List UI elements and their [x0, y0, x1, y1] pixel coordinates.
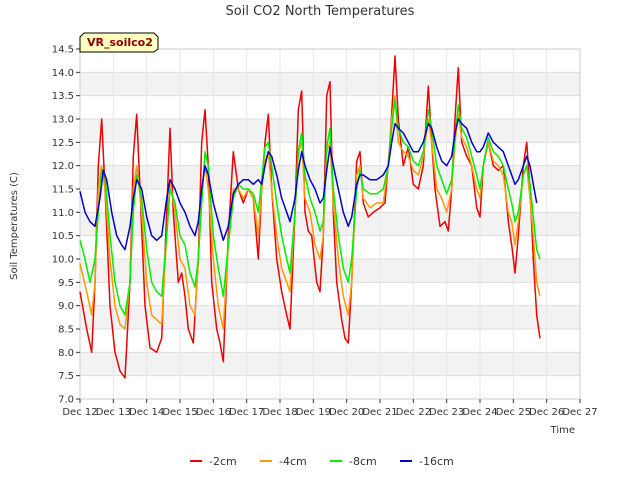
x-tick-label: Dec 21: [362, 407, 397, 418]
y-tick-label: 14.0: [52, 68, 74, 79]
plot-band: [80, 329, 580, 353]
y-tick-label: 12.5: [52, 138, 74, 149]
y-axis-label: Soil Temperatures (C): [9, 172, 20, 280]
plot-band: [80, 165, 580, 189]
x-tick-label: Dec 14: [129, 407, 164, 418]
x-tick-label: Dec 15: [162, 407, 197, 418]
y-tick-label: 14.5: [52, 45, 74, 56]
plot-band: [80, 235, 580, 259]
x-tick-label: Dec 25: [496, 407, 531, 418]
x-tick-label: Dec 18: [262, 407, 297, 418]
y-tick-label: 13.0: [52, 115, 74, 126]
y-tick-label: 10.0: [52, 255, 74, 266]
badge-label: VR_soilco2: [87, 36, 153, 49]
badge-box: [79, 32, 159, 53]
x-tick-label: Dec 26: [529, 407, 564, 418]
x-tick-label: Dec 24: [462, 407, 497, 418]
y-tick-label: 13.5: [52, 91, 74, 102]
plot-band: [80, 212, 580, 236]
plot-band: [80, 305, 580, 329]
y-tick-label: 12.0: [52, 161, 74, 172]
y-axis-ticks: 7.0 7.5 8.0 8.5 9.0 9.5 10.0 10.5 11.0 11.5 12.0 12…: [52, 45, 80, 406]
series-line-4cm: [79, 94, 541, 330]
legend-label: -4cm: [279, 455, 307, 468]
legend-label: -2cm: [209, 455, 237, 468]
y-tick-label: 11.0: [52, 208, 74, 219]
plot-band: [80, 352, 580, 376]
y-tick-label: 7.5: [58, 371, 74, 382]
plot-band: [80, 259, 580, 283]
x-tick-label: Dec 19: [296, 407, 331, 418]
x-tick-label: Dec 20: [329, 407, 364, 418]
series-lines: [79, 55, 541, 379]
legend-label: -16cm: [419, 455, 454, 468]
x-tick-label: Dec 27: [562, 407, 597, 418]
y-tick-label: 7.0: [58, 395, 74, 406]
legend-label: -8cm: [349, 455, 377, 468]
x-tick-label: Dec 13: [96, 407, 131, 418]
y-tick-label: 10.5: [52, 231, 74, 242]
series-line-8cm: [79, 99, 541, 316]
x-tick-label: Dec 12: [62, 407, 97, 418]
y-tick-label: 9.0: [58, 301, 74, 312]
plot-band: [80, 375, 580, 399]
series-line-16cm: [79, 118, 538, 251]
y-tick-label: 8.5: [58, 325, 74, 336]
x-tick-label: Dec 23: [429, 407, 464, 418]
y-tick-label: 9.5: [58, 278, 74, 289]
plot-band: [80, 49, 580, 73]
x-tick-label: Dec 17: [229, 407, 264, 418]
plot-band: [80, 282, 580, 306]
y-tick-label: 11.5: [52, 185, 74, 196]
plot-band: [80, 189, 580, 213]
x-tick-label: Dec 22: [396, 407, 431, 418]
x-tick-label: Dec 16: [196, 407, 231, 418]
plot-frame: [79, 48, 581, 400]
legend: -2cm -4cm -8cm -16cm: [190, 455, 454, 468]
y-tick-label: 8.0: [58, 348, 74, 359]
series-badge: VR_soilco2: [79, 32, 159, 53]
x-axis-label: Time: [550, 425, 575, 436]
chart-title: Soil CO2 North Temperatures: [226, 4, 415, 19]
